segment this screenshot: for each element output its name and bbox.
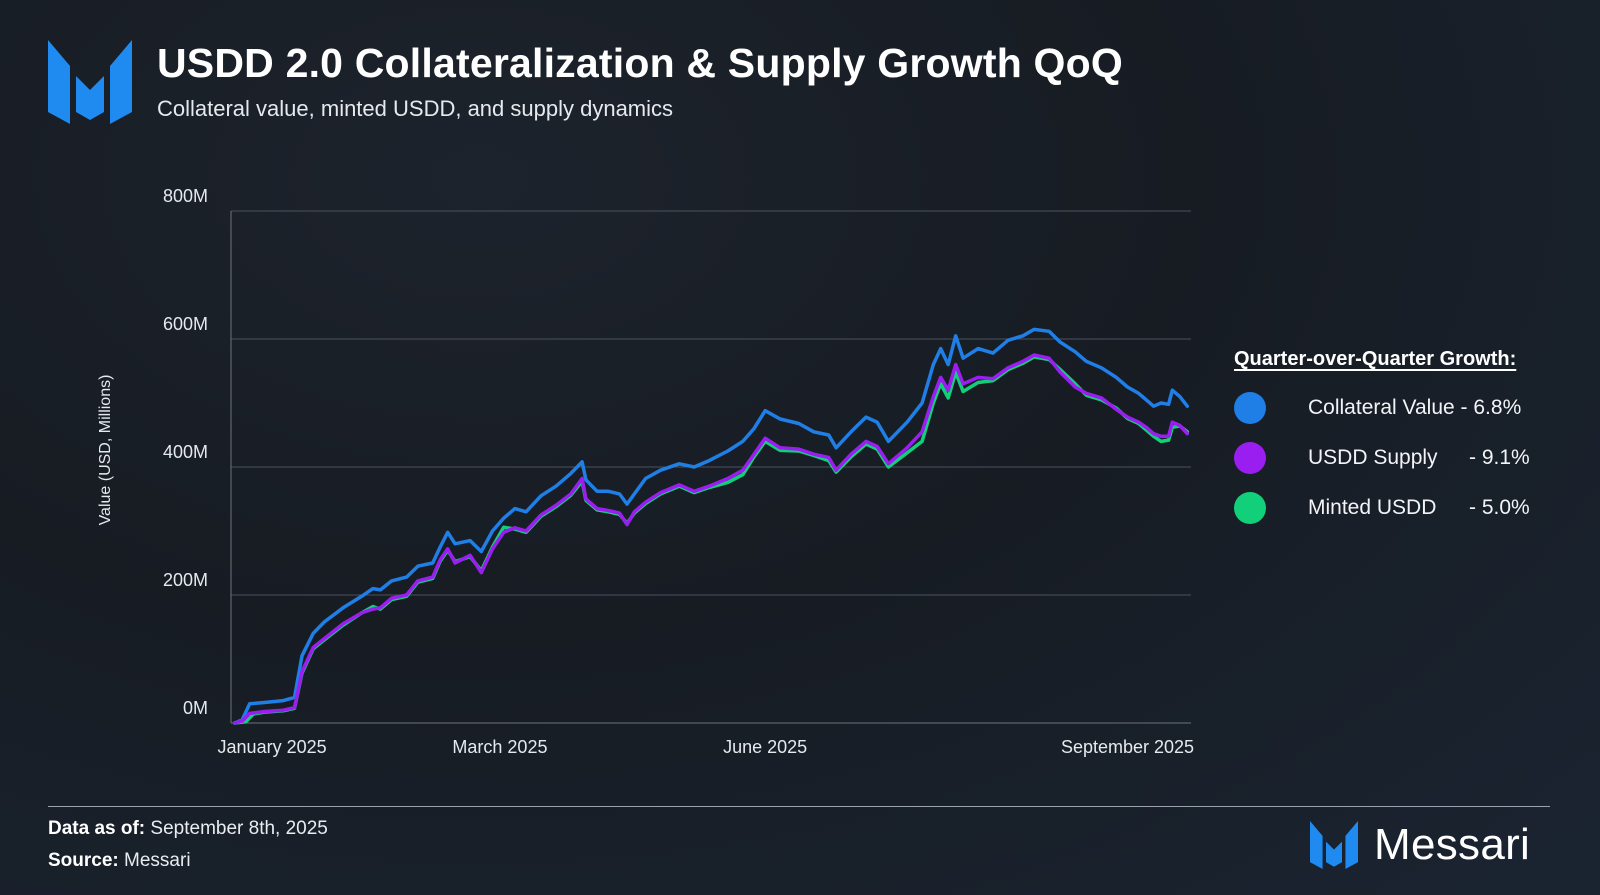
- data-as-of-label: Data as of:: [48, 818, 146, 839]
- legend-swatch-supply: [1234, 442, 1266, 474]
- logo-stroke-right: [110, 40, 132, 124]
- legend-item-collateral-value: Collateral Value - 6.8%: [1234, 383, 1564, 433]
- source-label: Source:: [48, 850, 119, 871]
- data-as-of-value: September 8th, 2025: [150, 818, 328, 839]
- series-line-minted: [232, 355, 1190, 725]
- x-tick-label: January 2025: [218, 737, 327, 757]
- legend-swatch-collateral: [1234, 392, 1266, 424]
- legend: Quarter-over-Quarter Growth: Collateral …: [1234, 348, 1564, 533]
- tick-labels: 0M 200M 400M 600M 800M January 2025 March 2025…: [163, 186, 1194, 757]
- mark-stroke-left: [1310, 821, 1323, 869]
- y-tick-label: 0M: [183, 698, 208, 718]
- series-line-collateral: [232, 327, 1190, 725]
- series-line-supply: [232, 353, 1190, 725]
- mark-stroke-middle: [1326, 841, 1342, 867]
- footer-divider: [48, 806, 1550, 807]
- x-tick-label: September 2025: [1061, 737, 1194, 757]
- legend-growth-value: - 5.0%: [1469, 496, 1530, 519]
- brand-name: Messari: [1374, 820, 1531, 869]
- x-tick-label: March 2025: [452, 737, 547, 757]
- axes: [230, 211, 1191, 724]
- messari-mark-icon: [1310, 821, 1358, 869]
- legend-swatch-minted: [1234, 492, 1266, 524]
- data-as-of: Data as of: September 8th, 2025: [48, 818, 328, 840]
- legend-label: USDD Supply: [1308, 446, 1438, 469]
- messari-logo-icon: [48, 40, 132, 124]
- y-tick-label: 400M: [163, 442, 208, 462]
- legend-growth-value: - 9.1%: [1469, 446, 1530, 469]
- grid-lines: [231, 210, 1191, 596]
- source-value: Messari: [124, 850, 191, 871]
- legend-label: Minted USDD: [1308, 496, 1437, 519]
- brand-logo: Messari: [1310, 820, 1530, 870]
- legend-label: Collateral Value: [1308, 396, 1455, 419]
- logo-stroke-left: [48, 40, 70, 124]
- legend-item-minted-usdd: Minted USDD - 5.0%: [1234, 483, 1564, 533]
- legend-title: Quarter-over-Quarter Growth:: [1234, 348, 1517, 370]
- y-tick-label: 600M: [163, 314, 208, 334]
- logo-stroke-middle: [76, 76, 104, 120]
- mark-stroke-right: [1345, 821, 1358, 869]
- chart-title: USDD 2.0 Collateralization & Supply Grow…: [157, 40, 1123, 86]
- legend-item-usdd-supply: USDD Supply - 9.1%: [1234, 433, 1564, 483]
- legend-growth-value: - 6.8%: [1460, 396, 1522, 419]
- chart-subtitle: Collateral value, minted USDD, and suppl…: [157, 96, 674, 121]
- x-tick-label: June 2025: [723, 737, 807, 757]
- y-axis-label: Value (USD, Millions): [97, 375, 114, 526]
- y-tick-label: 800M: [163, 186, 208, 206]
- source: Source: Messari: [48, 850, 191, 872]
- y-tick-label: 200M: [163, 570, 208, 590]
- series-lines: [232, 327, 1190, 725]
